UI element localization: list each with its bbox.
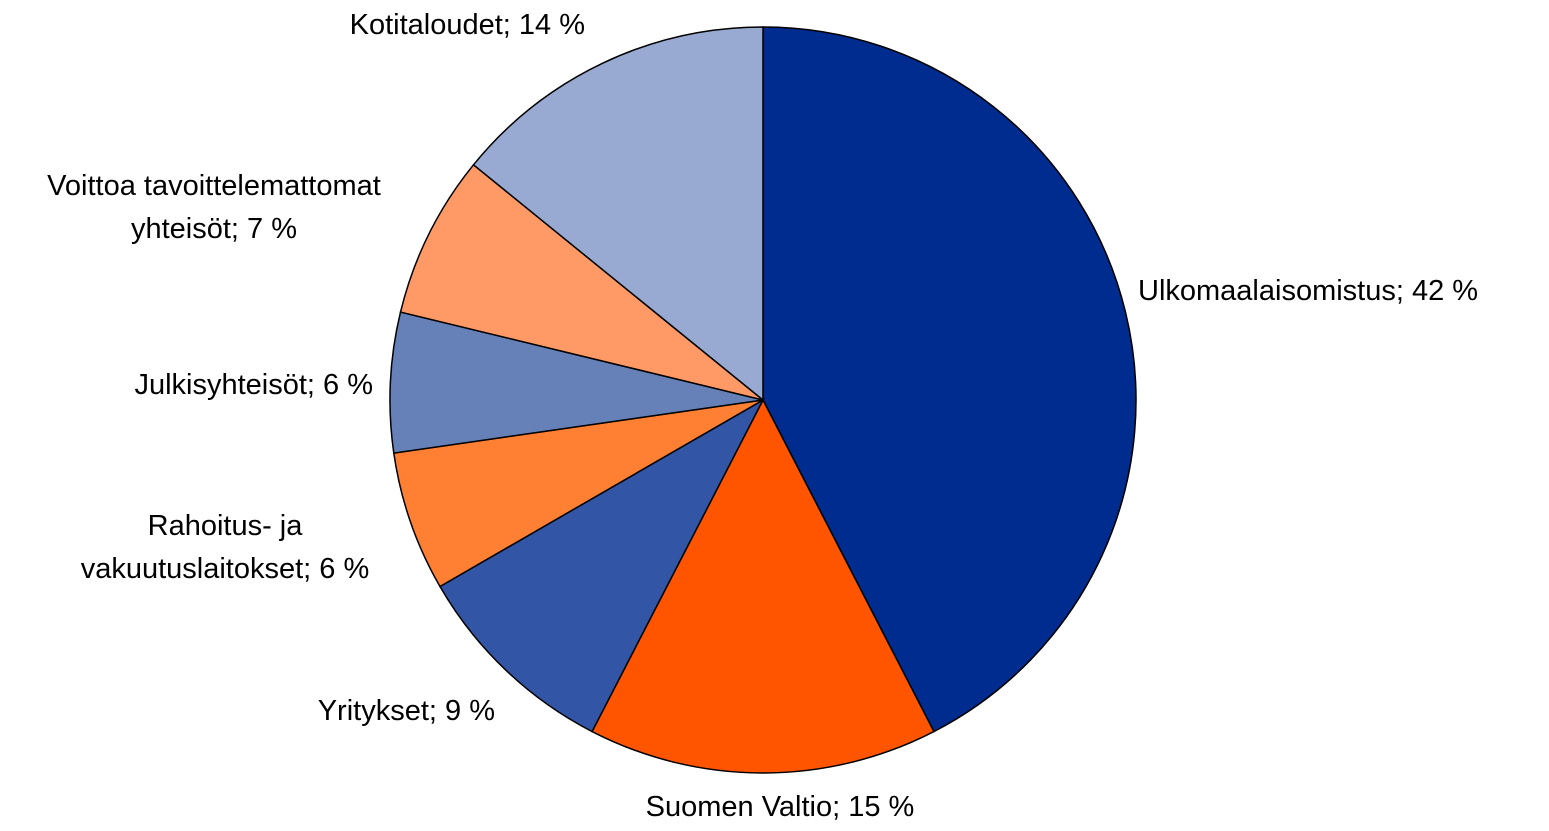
slice-label: Rahoitus- ja vakuutuslaitokset; 6 % bbox=[81, 510, 370, 585]
pie-slice bbox=[591, 398, 935, 774]
pie-slice bbox=[389, 311, 764, 454]
pie-slice bbox=[392, 399, 764, 588]
slice-label: Voittoa tavoittelemattomat yhteisöt; 7 % bbox=[47, 170, 381, 245]
slice-label: Ulkomaalaisomistus; 42 % bbox=[1138, 275, 1478, 307]
pie-slice bbox=[399, 163, 764, 401]
pie-slice bbox=[472, 26, 764, 402]
slice-label: Yritykset; 9 % bbox=[318, 695, 495, 727]
pie-slice bbox=[762, 26, 1137, 733]
slice-label: Suomen Valtio; 15 % bbox=[646, 791, 915, 823]
slice-label: Julkisyhteisöt; 6 % bbox=[134, 369, 373, 401]
slice-label: Kotitaloudet; 14 % bbox=[350, 9, 585, 41]
pie-slice bbox=[438, 398, 765, 733]
